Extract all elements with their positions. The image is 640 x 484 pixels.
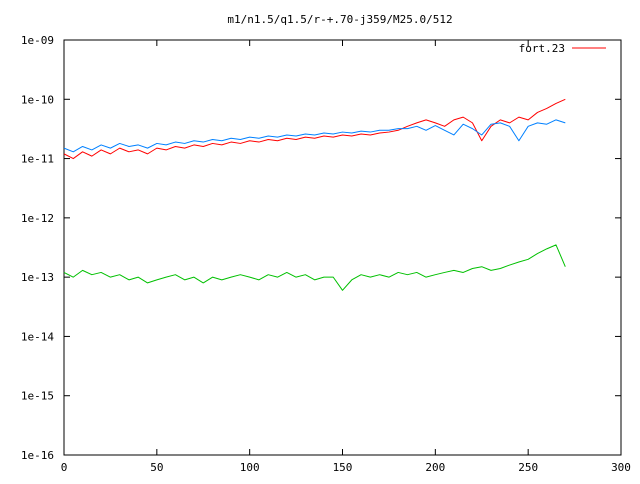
x-tick-label: 300 bbox=[611, 461, 631, 474]
series-line-1 bbox=[63, 119, 566, 153]
x-tick-label: 150 bbox=[333, 461, 353, 474]
y-tick-label: 1e-13 bbox=[21, 271, 54, 284]
series-line-0 bbox=[63, 98, 566, 160]
y-tick-label: 1e-10 bbox=[21, 93, 54, 106]
chart-title: m1/n1.5/q1.5/r-+.70-j359/M25.0/512 bbox=[227, 13, 452, 26]
series-line-2 bbox=[63, 244, 566, 291]
x-tick-label: 0 bbox=[61, 461, 68, 474]
axes-group: 0 50 100 150 200 250 300 1e-16 1e-15 1e-14 1e-13 1e… bbox=[21, 34, 631, 474]
x-tick-label: 50 bbox=[150, 461, 163, 474]
x-tick-label: 200 bbox=[425, 461, 445, 474]
legend-label: fort.23 bbox=[519, 42, 565, 55]
y-tick-label: 1e-14 bbox=[21, 330, 54, 343]
series-group bbox=[63, 98, 566, 291]
y-tick-label: 1e-12 bbox=[21, 212, 54, 225]
y-tick-label: 1e-09 bbox=[21, 34, 54, 47]
x-tick-label: 100 bbox=[240, 461, 260, 474]
y-tick-label: 1e-11 bbox=[21, 153, 54, 166]
legend: fort.23 bbox=[519, 42, 606, 55]
x-tick-label: 250 bbox=[518, 461, 538, 474]
plot-frame bbox=[63, 39, 622, 456]
y-tick-label: 1e-16 bbox=[21, 449, 54, 462]
y-tick-label: 1e-15 bbox=[21, 390, 54, 403]
